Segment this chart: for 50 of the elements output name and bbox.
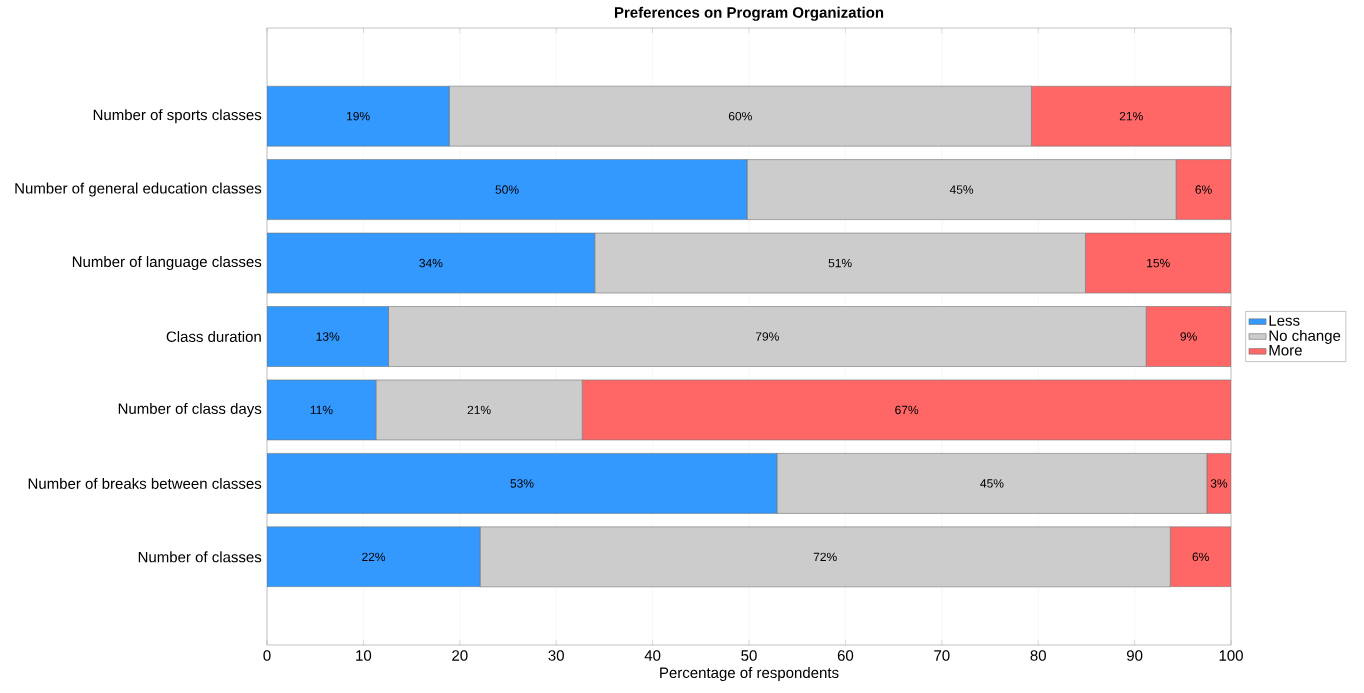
x-tick-label: 70 [934,650,950,661]
x-tick-label: 20 [452,650,468,661]
x-tick-label: 80 [1030,650,1046,661]
x-tick-label: 0 [263,650,271,661]
data-label: 60% [728,111,752,121]
bar [1031,85,1232,147]
data-label: 72% [813,552,837,562]
legend-label: No change [1269,329,1341,344]
data-label: 67% [895,405,919,415]
bar [1145,306,1232,367]
x-tick-label: 50 [741,650,757,661]
data-label: 45% [949,185,974,194]
y-tick-label: Number of class days [118,402,262,417]
x-tick-label: 30 [548,650,564,661]
bar [1169,526,1232,588]
data-label: 34% [419,258,443,268]
data-label: 22% [362,552,386,562]
data-label: 21% [467,405,491,415]
x-tick-label: 10 [356,650,372,661]
bar [1085,232,1232,294]
x-tick-label: 60 [837,650,854,661]
bar [581,379,1232,441]
y-tick-label: Number of language classes [72,256,262,271]
data-label: 6% [1195,185,1212,194]
legend-label: Less [1269,315,1300,326]
data-label: 11% [310,405,333,415]
data-label: 6% [1192,552,1209,562]
y-tick-label: Number of classes [138,551,262,563]
data-label: 15% [1147,258,1170,268]
y-tick-label: Number of breaks between classes [28,477,262,489]
y-tick-label: Class duration [166,331,261,343]
chart-title: Preferences on Program Organization [614,6,884,21]
data-label: 79% [755,332,779,341]
y-tick-label: Number of sports classes [93,109,262,124]
x-tick-label: 100 [1219,650,1243,661]
data-label: 51% [828,258,852,268]
data-label: 53% [510,479,534,488]
bar [1175,159,1232,220]
data-label: 9% [1180,332,1197,341]
data-label: 3% [1210,479,1228,488]
legend-label: More [1269,345,1302,356]
data-label: 19% [347,111,370,121]
x-axis-title: Percentage of respondents [660,667,839,681]
data-label: 50% [495,185,519,194]
x-tick-label: 90 [1126,650,1143,661]
data-label: 45% [980,479,1004,488]
x-tick-label: 40 [644,650,661,661]
y-tick-label: Number of general education classes [15,182,262,197]
data-label: 13% [316,332,340,341]
data-label: 21% [1119,111,1143,121]
